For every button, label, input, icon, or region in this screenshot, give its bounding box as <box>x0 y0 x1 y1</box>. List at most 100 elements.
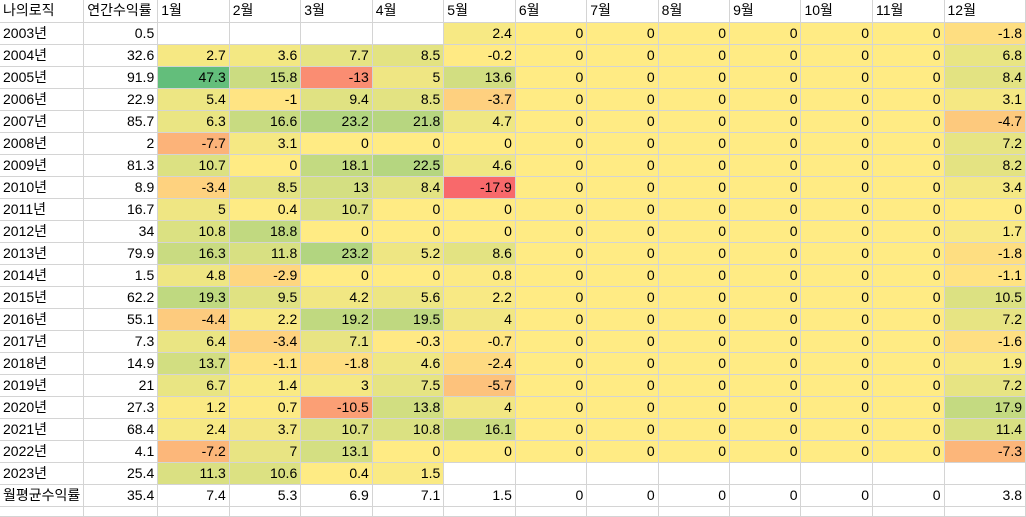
average-annual-cell[interactable]: 35.4 <box>83 484 159 507</box>
month-return-cell[interactable]: 4.8 <box>157 264 230 287</box>
month-return-cell[interactable]: 0 <box>586 330 659 353</box>
month-return-cell[interactable]: -4.7 <box>944 110 1026 133</box>
month-return-cell[interactable]: 0 <box>515 66 588 89</box>
month-return-cell[interactable]: 0 <box>443 220 516 243</box>
month-return-cell[interactable]: -4.4 <box>157 308 230 331</box>
month-return-cell[interactable]: 21.8 <box>372 110 445 133</box>
month-return-cell[interactable]: 16.1 <box>443 418 516 441</box>
month-return-cell[interactable]: 0 <box>658 286 731 309</box>
month-return-cell[interactable]: -1.1 <box>944 264 1026 287</box>
month-return-cell[interactable]: 0 <box>586 198 659 221</box>
month-return-cell[interactable]: 19.2 <box>300 308 373 331</box>
empty-cell[interactable] <box>515 506 588 517</box>
month-return-cell[interactable]: 0 <box>729 220 802 243</box>
month-return-cell[interactable]: 0 <box>800 330 873 353</box>
average-month-cell[interactable]: 1.5 <box>443 484 516 507</box>
month-return-cell[interactable]: 0 <box>872 308 945 331</box>
month-return-cell[interactable]: 2.4 <box>157 418 230 441</box>
month-return-cell[interactable]: 0 <box>872 22 945 45</box>
month-return-cell[interactable]: 7.7 <box>300 44 373 67</box>
month-return-cell[interactable]: 0 <box>515 154 588 177</box>
month-return-cell[interactable]: 0 <box>515 352 588 375</box>
month-return-cell[interactable]: 0 <box>729 440 802 463</box>
header-cell-month-3[interactable]: 3월 <box>300 0 373 23</box>
month-return-cell[interactable]: 0 <box>658 308 731 331</box>
month-return-cell[interactable]: 0 <box>800 88 873 111</box>
year-label-cell[interactable]: 2003년 <box>0 22 85 45</box>
annual-return-cell[interactable]: 85.7 <box>83 110 159 133</box>
month-return-cell[interactable]: 1.4 <box>229 374 302 397</box>
month-return-cell[interactable]: 10.7 <box>300 418 373 441</box>
empty-cell[interactable] <box>586 506 659 517</box>
month-return-cell[interactable]: 5.4 <box>157 88 230 111</box>
month-return-cell[interactable]: 0 <box>800 176 873 199</box>
month-return-cell[interactable]: 23.2 <box>300 110 373 133</box>
month-return-cell[interactable]: 10.7 <box>300 198 373 221</box>
month-return-cell[interactable]: 0 <box>872 352 945 375</box>
month-return-cell[interactable]: 0 <box>586 352 659 375</box>
month-return-cell[interactable]: -1.8 <box>944 22 1026 45</box>
month-return-cell[interactable]: 0 <box>729 352 802 375</box>
year-label-cell[interactable]: 2015년 <box>0 286 85 309</box>
month-return-cell[interactable]: 0 <box>872 418 945 441</box>
month-return-cell[interactable]: 0 <box>658 418 731 441</box>
month-return-cell[interactable]: 0 <box>658 352 731 375</box>
month-return-cell[interactable]: 0 <box>872 220 945 243</box>
month-return-cell[interactable]: -3.7 <box>443 88 516 111</box>
month-return-cell[interactable]: 2.2 <box>229 308 302 331</box>
month-return-cell[interactable]: 0 <box>515 418 588 441</box>
month-return-cell[interactable]: 0 <box>586 110 659 133</box>
month-return-cell[interactable]: 0 <box>658 198 731 221</box>
month-return-cell[interactable]: 0 <box>872 440 945 463</box>
month-return-cell[interactable]: -7.3 <box>944 440 1026 463</box>
month-return-cell[interactable]: 2.4 <box>443 22 516 45</box>
month-return-cell[interactable]: 0.8 <box>443 264 516 287</box>
month-return-cell[interactable]: 0 <box>800 132 873 155</box>
annual-return-cell[interactable]: 7.3 <box>83 330 159 353</box>
month-return-cell[interactable]: 10.8 <box>157 220 230 243</box>
month-return-cell[interactable]: 3.7 <box>229 418 302 441</box>
month-return-cell[interactable]: 13.7 <box>157 352 230 375</box>
annual-return-cell[interactable]: 8.9 <box>83 176 159 199</box>
month-return-cell[interactable]: 0 <box>515 132 588 155</box>
month-return-cell[interactable]: 0 <box>800 242 873 265</box>
month-return-cell[interactable]: 0 <box>729 132 802 155</box>
month-return-cell[interactable]: 0 <box>586 396 659 419</box>
annual-return-cell[interactable]: 1.5 <box>83 264 159 287</box>
month-return-cell[interactable]: 2.7 <box>157 44 230 67</box>
month-return-cell[interactable]: 19.5 <box>372 308 445 331</box>
header-cell-month-5[interactable]: 5월 <box>443 0 516 23</box>
month-return-cell[interactable]: 16.3 <box>157 242 230 265</box>
month-return-cell[interactable]: 0 <box>800 110 873 133</box>
month-return-cell[interactable]: -1 <box>229 88 302 111</box>
month-return-cell[interactable]: -3.4 <box>229 330 302 353</box>
month-return-cell[interactable]: 7.5 <box>372 374 445 397</box>
month-return-cell[interactable]: 0 <box>729 374 802 397</box>
month-return-cell[interactable]: 0 <box>800 44 873 67</box>
month-return-cell[interactable]: 0 <box>658 110 731 133</box>
year-label-cell[interactable]: 2008년 <box>0 132 85 155</box>
month-return-cell[interactable]: 0 <box>515 44 588 67</box>
average-month-cell[interactable]: 7.1 <box>372 484 445 507</box>
annual-return-cell[interactable]: 14.9 <box>83 352 159 375</box>
month-return-cell[interactable] <box>443 462 516 485</box>
header-cell-month-12[interactable]: 12월 <box>944 0 1026 23</box>
month-return-cell[interactable]: 0 <box>729 154 802 177</box>
month-return-cell[interactable]: 0 <box>586 418 659 441</box>
month-return-cell[interactable]: 16.6 <box>229 110 302 133</box>
month-return-cell[interactable]: 0 <box>515 176 588 199</box>
header-cell-annual-return[interactable]: 연간수익률 <box>83 0 159 23</box>
month-return-cell[interactable]: 0 <box>944 198 1026 221</box>
month-return-cell[interactable]: 0 <box>658 132 731 155</box>
year-label-cell[interactable]: 2004년 <box>0 44 85 67</box>
month-return-cell[interactable]: 0 <box>515 264 588 287</box>
month-return-cell[interactable]: 15.8 <box>229 66 302 89</box>
month-return-cell[interactable]: 0 <box>729 22 802 45</box>
month-return-cell[interactable]: 0 <box>515 286 588 309</box>
month-return-cell[interactable]: 0 <box>586 286 659 309</box>
year-label-cell[interactable]: 2020년 <box>0 396 85 419</box>
month-return-cell[interactable]: 1.7 <box>944 220 1026 243</box>
header-cell-month-1[interactable]: 1월 <box>157 0 230 23</box>
average-month-cell[interactable]: 0 <box>800 484 873 507</box>
